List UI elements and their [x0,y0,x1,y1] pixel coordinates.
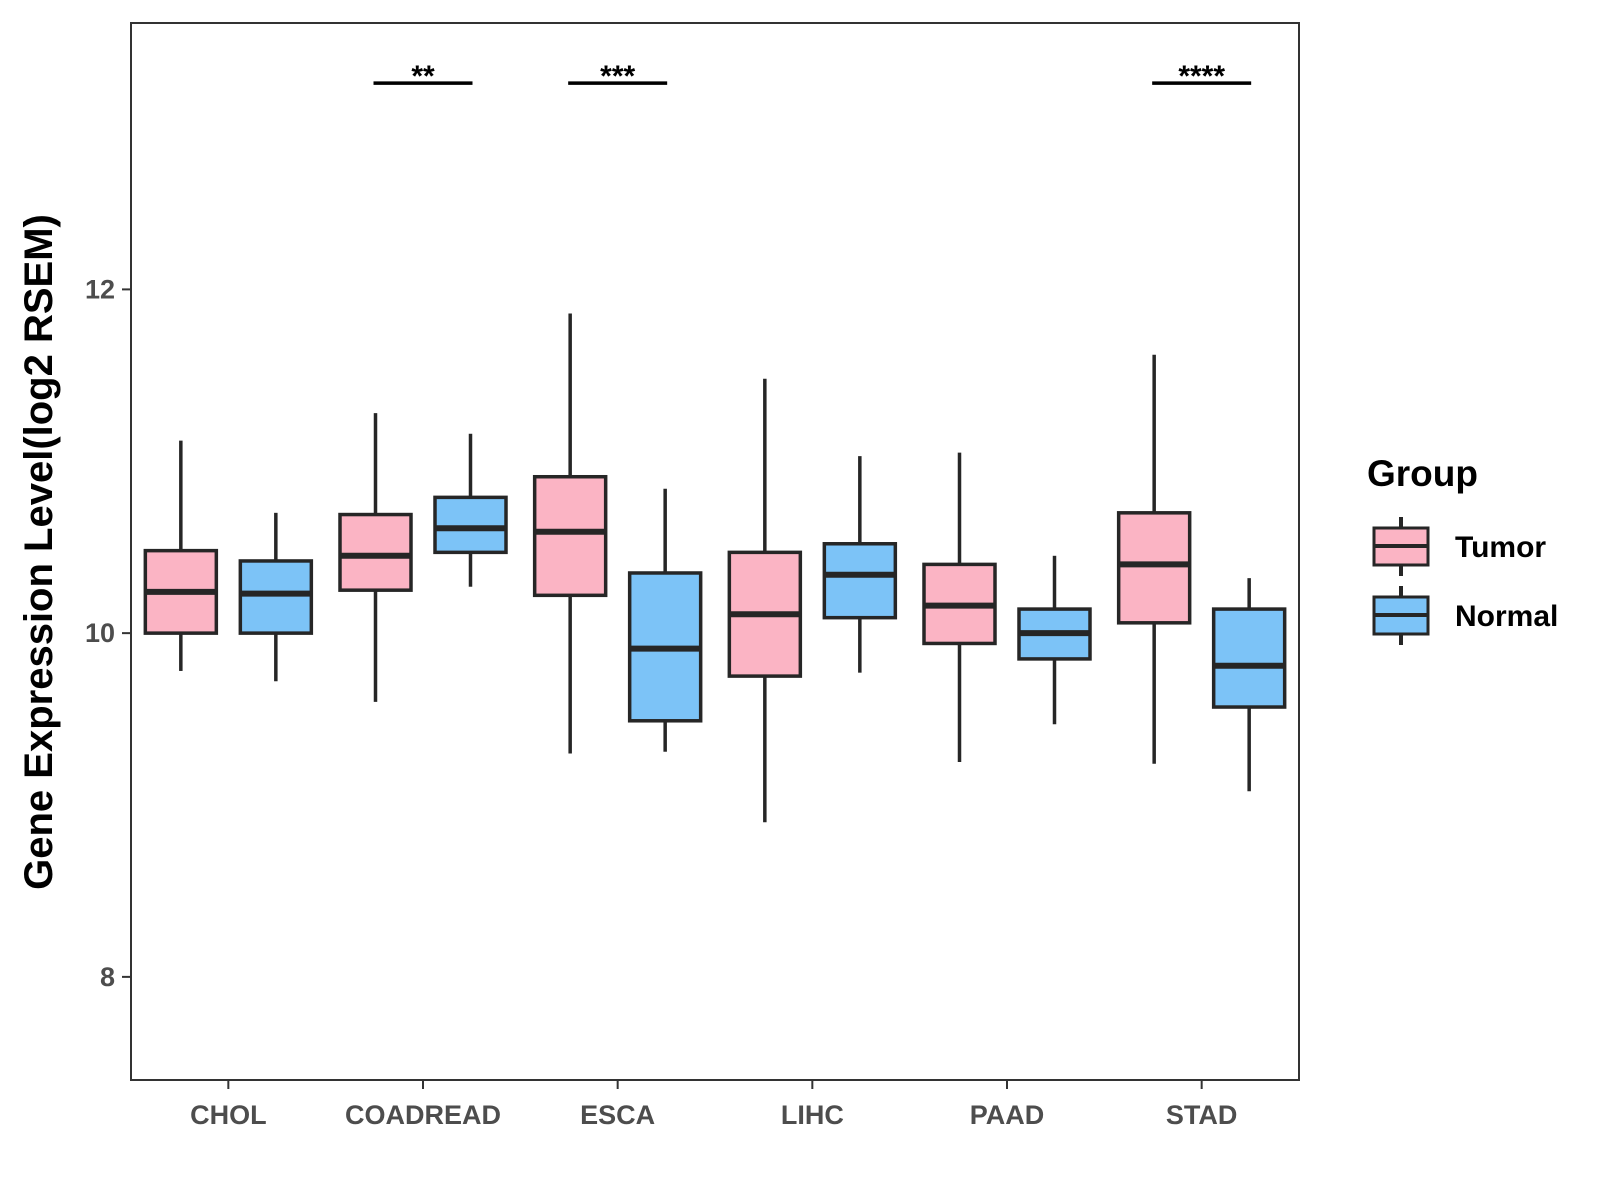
y-axis: 8 10 12 [85,274,131,992]
y-tick-label: 8 [100,962,115,992]
legend-key-normal [1372,586,1430,645]
box-chol-normal [238,512,314,682]
significance-label: ** [411,60,435,93]
box-lihc-normal [822,456,898,673]
legend-label-normal: Normal [1455,600,1558,633]
x-tick-label-paad: PAAD [970,1100,1045,1130]
box-iqr [1116,511,1192,625]
box-chol-tumor [143,440,219,671]
legend-key-tumor [1372,517,1430,576]
box-coadread-normal [433,433,508,587]
x-tick-label-coadread: COADREAD [345,1100,501,1130]
box-stad-tumor [1116,354,1192,764]
significance-layer: ** *** **** [373,60,1252,93]
box-lihc-tumor [727,378,803,823]
box-iqr [238,559,314,635]
legend-label-tumor: Tumor [1455,531,1546,564]
significance-label: *** [600,60,635,93]
box-paad-normal [1017,555,1092,725]
y-tick-label: 10 [85,618,115,648]
box-paad-tumor [922,452,997,763]
x-tick-label-stad: STAD [1166,1100,1238,1130]
y-axis-title: Gene Expression Level(log2 RSEM) [17,214,61,890]
box-iqr [1211,607,1287,709]
legend-title: Group [1367,453,1478,494]
box-iqr [822,542,898,620]
box-iqr [433,495,508,555]
boxes-layer [143,313,1287,823]
y-tick-label: 12 [85,274,115,304]
box-coadread-tumor [338,413,413,702]
box-iqr [338,512,413,592]
legend: Group Tumor Normal [1367,453,1558,645]
box-esca-tumor [532,313,608,754]
box-stad-normal [1211,578,1287,792]
x-axis: CHOL COADREAD ESCA LIHC PAAD STAD [190,1080,1237,1130]
box-iqr [532,474,608,598]
x-tick-label-lihc: LIHC [781,1100,844,1130]
x-tick-label-esca: ESCA [580,1100,655,1130]
box-esca-normal [627,488,703,752]
plot-panel [130,22,1300,1081]
significance-label: **** [1178,60,1225,93]
x-tick-label-chol: CHOL [190,1100,267,1130]
